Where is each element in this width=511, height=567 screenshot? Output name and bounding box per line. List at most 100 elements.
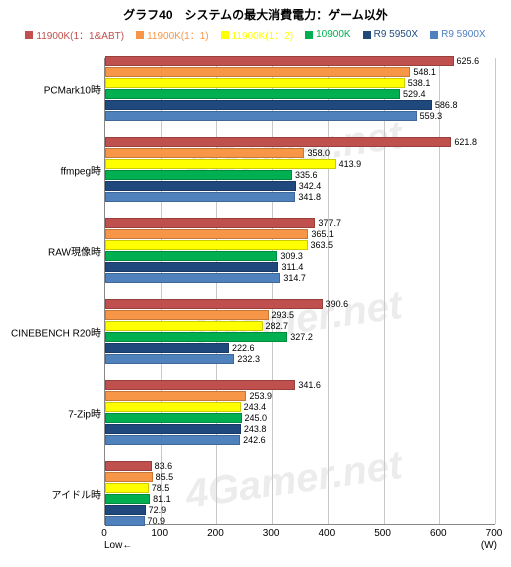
legend-label: R9 5900X [441, 29, 485, 40]
bar [105, 240, 308, 250]
bar [105, 310, 269, 320]
bar-value-label: 358.0 [307, 148, 330, 158]
bar-value-label: 390.6 [326, 299, 349, 309]
legend-marker [136, 31, 144, 39]
bar-value-label: 293.5 [272, 310, 295, 320]
legend: 11900K(1：1&ABT) 11900K(1：1) 11900K(1：2) 109… [0, 23, 511, 44]
bar-value-label: 413.9 [339, 159, 362, 169]
bar-value-label: 242.6 [243, 435, 266, 445]
bar-value-label: 70.9 [148, 516, 166, 526]
chart-container: グラフ40 システムの最大消費電力：ゲーム以外 11900K(1：1&ABT)1… [0, 0, 511, 567]
legend-marker [305, 31, 313, 39]
category-label: CINEBENCH R20時 [6, 324, 101, 339]
bar-value-label: 538.1 [408, 78, 431, 88]
category-label: RAW現像時 [6, 243, 101, 258]
bar [105, 516, 145, 526]
legend-marker [221, 31, 229, 39]
bar-value-label: 85.5 [156, 472, 174, 482]
bar [105, 494, 150, 504]
bar-value-label: 78.5 [152, 483, 170, 493]
plot-area: 4Gamer.net 4Gamer.net 4Gamer.net 625.654… [104, 58, 495, 525]
grid-line [495, 58, 496, 524]
bar-value-label: 621.8 [454, 137, 477, 147]
legend-marker [430, 31, 438, 39]
x-axis-unit-label: (W) [481, 540, 497, 551]
bar-value-label: 559.3 [420, 111, 443, 121]
bar-value-label: 309.3 [280, 251, 303, 261]
category-label: ffmpeg時 [6, 162, 101, 177]
category-label: アイドル時 [6, 486, 101, 501]
bar [105, 192, 295, 202]
bar [105, 273, 280, 283]
bar [105, 170, 292, 180]
x-tick-label: 600 [430, 528, 447, 539]
bar [105, 218, 315, 228]
legend-label: R9 5950X [374, 29, 418, 40]
bar-value-label: 253.9 [249, 391, 272, 401]
bar [105, 424, 241, 434]
x-axis: 0100200300400500600700 [104, 526, 494, 546]
bar [105, 505, 146, 515]
x-axis-low-label: Low← [104, 540, 132, 551]
legend-item: R9 5950X [363, 27, 418, 42]
bar [105, 435, 240, 445]
bar [105, 262, 278, 272]
x-tick-label: 100 [151, 528, 168, 539]
legend-marker [25, 31, 33, 39]
bar [105, 391, 246, 401]
x-tick-label: 400 [319, 528, 336, 539]
bar-value-label: 232.3 [237, 354, 260, 364]
bar-value-label: 311.4 [281, 262, 303, 272]
bar-value-label: 342.4 [299, 181, 322, 191]
bar [105, 332, 287, 342]
grid-line [328, 58, 329, 524]
bar [105, 251, 277, 261]
bar-value-label: 81.1 [153, 494, 171, 504]
bar [105, 78, 405, 88]
grid-line [161, 58, 162, 524]
bar-value-label: 314.7 [283, 273, 306, 283]
bar-value-label: 222.6 [232, 343, 255, 353]
bar [105, 354, 234, 364]
bar-value-label: 529.4 [403, 89, 426, 99]
bar [105, 89, 400, 99]
category-label: 7-Zip時 [6, 405, 101, 420]
bar-value-label: 548.1 [413, 67, 436, 77]
legend-item: R9 5900X [430, 27, 485, 42]
bar [105, 483, 149, 493]
legend-marker [363, 31, 371, 39]
bar-value-label: 243.8 [244, 424, 267, 434]
x-tick-label: 200 [207, 528, 224, 539]
x-tick-label: 300 [263, 528, 280, 539]
grid-line [384, 58, 385, 524]
bar-value-label: 625.6 [457, 56, 480, 66]
legend-item: 10900K [305, 27, 350, 42]
bar-value-label: 245.0 [245, 413, 268, 423]
legend-item: 11900K(1：1) [136, 27, 209, 42]
bar [105, 380, 295, 390]
grid-line [439, 58, 440, 524]
bar-value-label: 365.1 [311, 229, 334, 239]
bar [105, 229, 308, 239]
bar [105, 100, 432, 110]
legend-label: 11900K(1：1) [147, 27, 209, 42]
category-label: PCMark10時 [6, 81, 101, 96]
bar [105, 321, 263, 331]
legend-label: 11900K(1：2) [232, 27, 294, 42]
bar-value-label: 377.7 [318, 218, 341, 228]
legend-label: 10900K [316, 29, 350, 40]
bar [105, 137, 451, 147]
bar-value-label: 243.4 [244, 402, 267, 412]
bar [105, 148, 304, 158]
bar-value-label: 327.2 [290, 332, 313, 342]
legend-item: 11900K(1：2) [221, 27, 294, 42]
x-tick-label: 700 [486, 528, 503, 539]
bar-value-label: 341.6 [298, 380, 321, 390]
legend-label: 11900K(1：1&ABT) [36, 27, 124, 42]
bar [105, 472, 153, 482]
bar-value-label: 335.6 [295, 170, 318, 180]
bar-value-label: 72.9 [149, 505, 167, 515]
bar [105, 159, 336, 169]
bar [105, 299, 323, 309]
bar [105, 413, 242, 423]
